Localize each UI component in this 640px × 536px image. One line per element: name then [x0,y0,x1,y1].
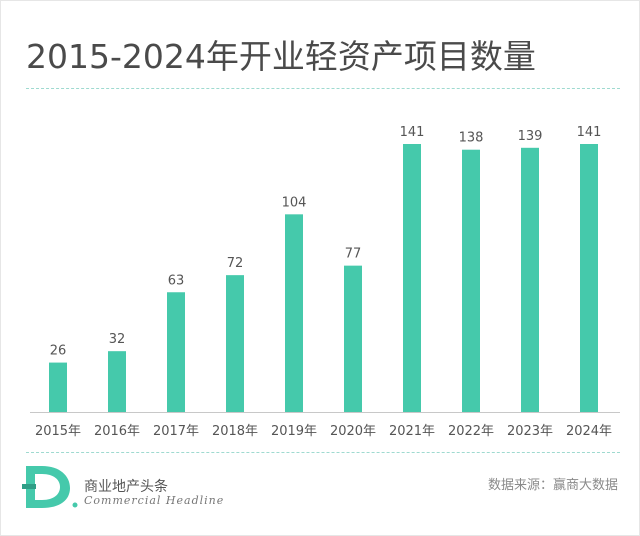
data-label-3: 72 [227,256,244,271]
data-label-7: 138 [459,131,484,146]
data-label-0: 26 [50,344,67,359]
x-tick-label-1: 2016年 [94,424,140,439]
brand-logo-letter: D [40,491,41,493]
data-label-4: 104 [282,195,307,210]
data-source: 数据来源：赢商大数据 [487,478,618,493]
brand-logo-icon: D [22,466,78,508]
title-divider [26,88,620,89]
bar-7 [462,149,480,412]
x-tick-label-9: 2024年 [566,424,612,439]
bar-5 [344,265,362,412]
data-label-2: 63 [168,273,185,288]
brand-name-cn: 商业地产头条 [84,479,168,495]
x-tick-label-2: 2017年 [153,424,199,439]
chart-title: 2015-2024年开业轻资产项目数量 [26,37,536,76]
data-label-1: 32 [109,332,126,347]
bar-9 [580,144,598,412]
x-tick-label-5: 2020年 [330,424,376,439]
x-tick-label-0: 2015年 [35,424,81,439]
x-tick-label-7: 2022年 [448,424,494,439]
bar-8 [521,147,539,412]
data-label-9: 141 [577,125,602,140]
footer-divider [26,452,620,453]
x-tick-label-4: 2019年 [271,424,317,439]
x-tick-label-8: 2023年 [507,424,553,439]
bar-1 [108,351,126,412]
bar-3 [226,275,244,412]
brand-name-en: Commercial Headline [84,494,225,507]
bar-2 [167,292,185,412]
data-label-8: 139 [518,129,543,144]
data-label-6: 141 [400,125,425,140]
bar-4 [285,214,303,412]
bar-6 [403,144,421,412]
data-label-5: 77 [345,247,362,262]
x-tick-label-6: 2021年 [389,424,435,439]
x-tick-label-3: 2018年 [212,424,258,439]
bar-0 [49,362,67,412]
